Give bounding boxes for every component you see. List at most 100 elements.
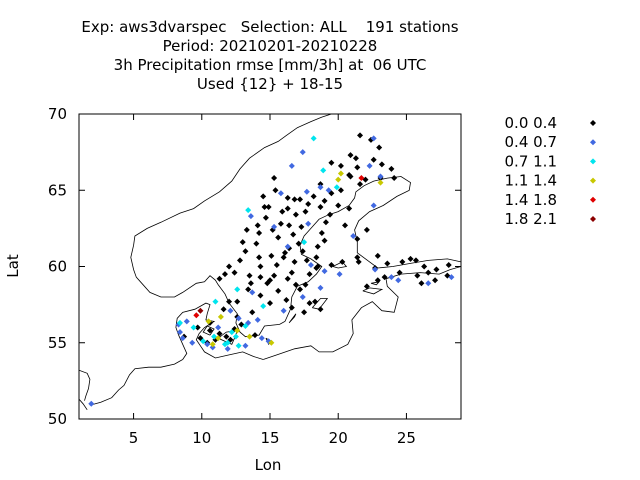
station-marker	[374, 277, 381, 284]
station-marker	[226, 298, 233, 305]
station-marker	[183, 318, 190, 325]
station-marker	[271, 175, 278, 182]
station-marker	[377, 179, 384, 186]
station-marker	[288, 304, 295, 311]
station-marker	[88, 400, 95, 407]
station-marker	[314, 243, 321, 250]
x-tick-label: 25	[397, 429, 416, 447]
x-tick-label: 15	[260, 429, 279, 447]
station-marker	[176, 329, 183, 336]
coastline-segment	[263, 266, 461, 360]
station-marker	[305, 200, 312, 207]
station-markers	[88, 132, 455, 407]
x-axis-label: Lon	[255, 456, 282, 474]
y-tick-label: 60	[48, 258, 67, 276]
station-marker	[342, 222, 349, 229]
station-marker	[272, 187, 279, 194]
station-marker	[216, 275, 223, 282]
station-marker	[378, 161, 385, 168]
station-marker	[273, 261, 280, 268]
station-marker	[224, 345, 231, 352]
station-marker	[206, 327, 213, 334]
station-marker	[217, 313, 224, 320]
station-marker	[245, 286, 252, 293]
station-marker	[346, 205, 353, 212]
coastline-segment	[332, 261, 348, 269]
station-marker	[221, 271, 228, 278]
station-marker	[246, 333, 253, 340]
station-marker	[226, 263, 233, 270]
station-marker	[288, 162, 295, 169]
station-marker	[347, 152, 354, 159]
station-marker	[445, 261, 452, 268]
station-marker	[321, 197, 328, 204]
station-marker	[179, 335, 186, 342]
station-marker	[189, 339, 196, 346]
legend-marker	[590, 139, 596, 146]
station-marker	[215, 324, 222, 331]
legend-marker	[590, 158, 596, 165]
station-marker	[227, 307, 234, 314]
station-marker	[297, 196, 304, 203]
station-marker	[357, 181, 364, 188]
station-marker	[271, 223, 278, 230]
station-marker	[249, 289, 256, 296]
station-marker	[277, 190, 284, 197]
station-marker	[280, 254, 287, 261]
station-marker	[407, 255, 414, 262]
station-marker	[412, 257, 419, 264]
station-marker	[347, 173, 354, 180]
station-marker	[377, 173, 384, 180]
station-marker	[253, 240, 260, 247]
station-marker	[258, 335, 265, 342]
station-marker	[209, 344, 216, 351]
station-marker	[310, 193, 317, 200]
station-marker	[235, 315, 242, 322]
station-marker	[260, 303, 267, 310]
station-marker	[224, 339, 231, 346]
station-marker	[418, 280, 425, 287]
station-marker	[381, 274, 388, 281]
station-marker	[372, 266, 379, 273]
station-marker	[302, 281, 309, 288]
station-marker	[268, 252, 275, 259]
station-marker	[376, 144, 383, 151]
station-marker	[232, 333, 239, 340]
station-marker	[243, 226, 250, 233]
y-tick-label: 65	[48, 181, 67, 199]
station-marker	[310, 135, 317, 142]
station-marker	[254, 316, 261, 323]
station-marker	[277, 220, 284, 227]
station-marker	[306, 300, 313, 307]
station-marker	[254, 222, 261, 229]
station-marker	[317, 284, 324, 291]
station-marker	[288, 269, 295, 276]
station-marker	[328, 261, 335, 268]
legend-marker	[590, 216, 596, 222]
station-marker	[301, 239, 308, 246]
station-marker	[314, 263, 321, 270]
station-marker	[321, 268, 328, 275]
plot-frame	[78, 113, 462, 420]
station-marker	[317, 184, 324, 191]
coastline-segment	[130, 114, 461, 338]
station-marker	[318, 229, 325, 236]
station-marker	[396, 269, 403, 276]
station-marker	[282, 249, 289, 256]
station-marker	[292, 281, 299, 288]
coastline-segment	[79, 398, 88, 411]
station-marker	[267, 277, 273, 284]
station-marker	[337, 187, 344, 194]
station-marker	[245, 207, 252, 214]
station-marker	[190, 324, 197, 331]
station-marker	[358, 175, 365, 182]
station-marker	[275, 287, 282, 294]
station-marker	[234, 286, 241, 293]
station-marker	[235, 342, 242, 349]
station-marker	[425, 280, 432, 287]
station-marker	[414, 272, 421, 279]
station-marker	[333, 184, 340, 191]
station-marker	[251, 332, 258, 339]
station-marker	[284, 243, 291, 250]
plot-title-line-1: Exp: aws3dvarspec Selection: ALL 191 sta…	[81, 18, 459, 36]
